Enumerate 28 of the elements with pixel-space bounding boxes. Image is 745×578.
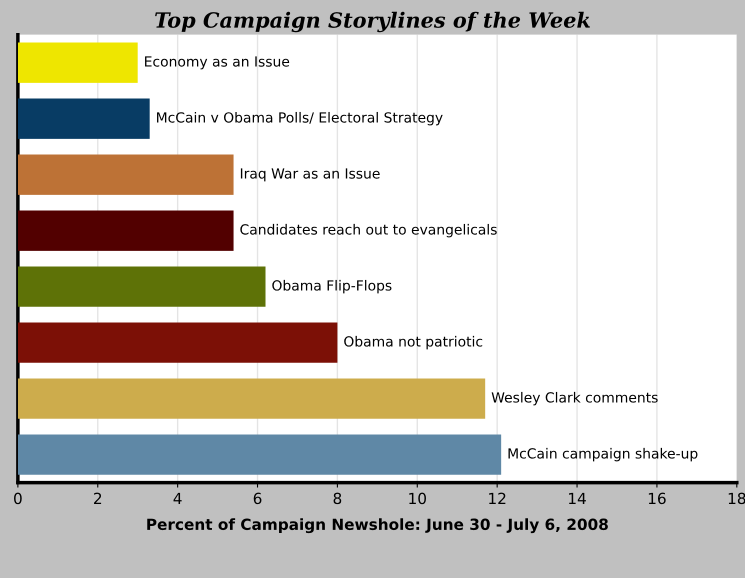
y-tick-label: Wesley Clark comments	[492, 392, 658, 406]
y-tick-label: Obama not patriotic	[344, 336, 482, 350]
y-tick-label: McCain campaign shake-up	[508, 448, 698, 462]
bar	[18, 98, 150, 139]
y-tick-label: Economy as an Issue	[145, 56, 290, 70]
x-tick-label: 12	[489, 492, 506, 504]
x-tick-label: 0	[14, 492, 22, 504]
x-axis-title: Percent of Campaign Newshole: June 30 - July 6, 2008	[147, 518, 608, 534]
bar	[18, 322, 338, 363]
y-tick-label: Iraq War as an Issue	[240, 168, 380, 182]
x-tick-label: 6	[254, 492, 262, 504]
bar	[18, 210, 234, 251]
x-tick-label: 10	[409, 492, 426, 504]
x-tick-label: 14	[569, 492, 586, 504]
bar	[18, 378, 486, 419]
chart-title: Top Campaign Storylines of the Week	[155, 12, 590, 32]
bar	[18, 266, 266, 307]
x-tick-label: 8	[334, 492, 342, 504]
y-tick-label: Candidates reach out to evangelicals	[240, 224, 497, 238]
x-tick-label: 4	[174, 492, 182, 504]
x-tick-label: 2	[94, 492, 102, 504]
bar	[18, 154, 234, 195]
y-tick-label: McCain v Obama Polls/ Electoral Strategy	[157, 112, 443, 126]
bar	[18, 434, 502, 475]
x-tick-label: 16	[648, 492, 666, 504]
y-tick-label: Obama Flip-Flops	[272, 280, 392, 294]
bar	[18, 42, 138, 83]
x-tick-label: 18	[728, 492, 745, 504]
